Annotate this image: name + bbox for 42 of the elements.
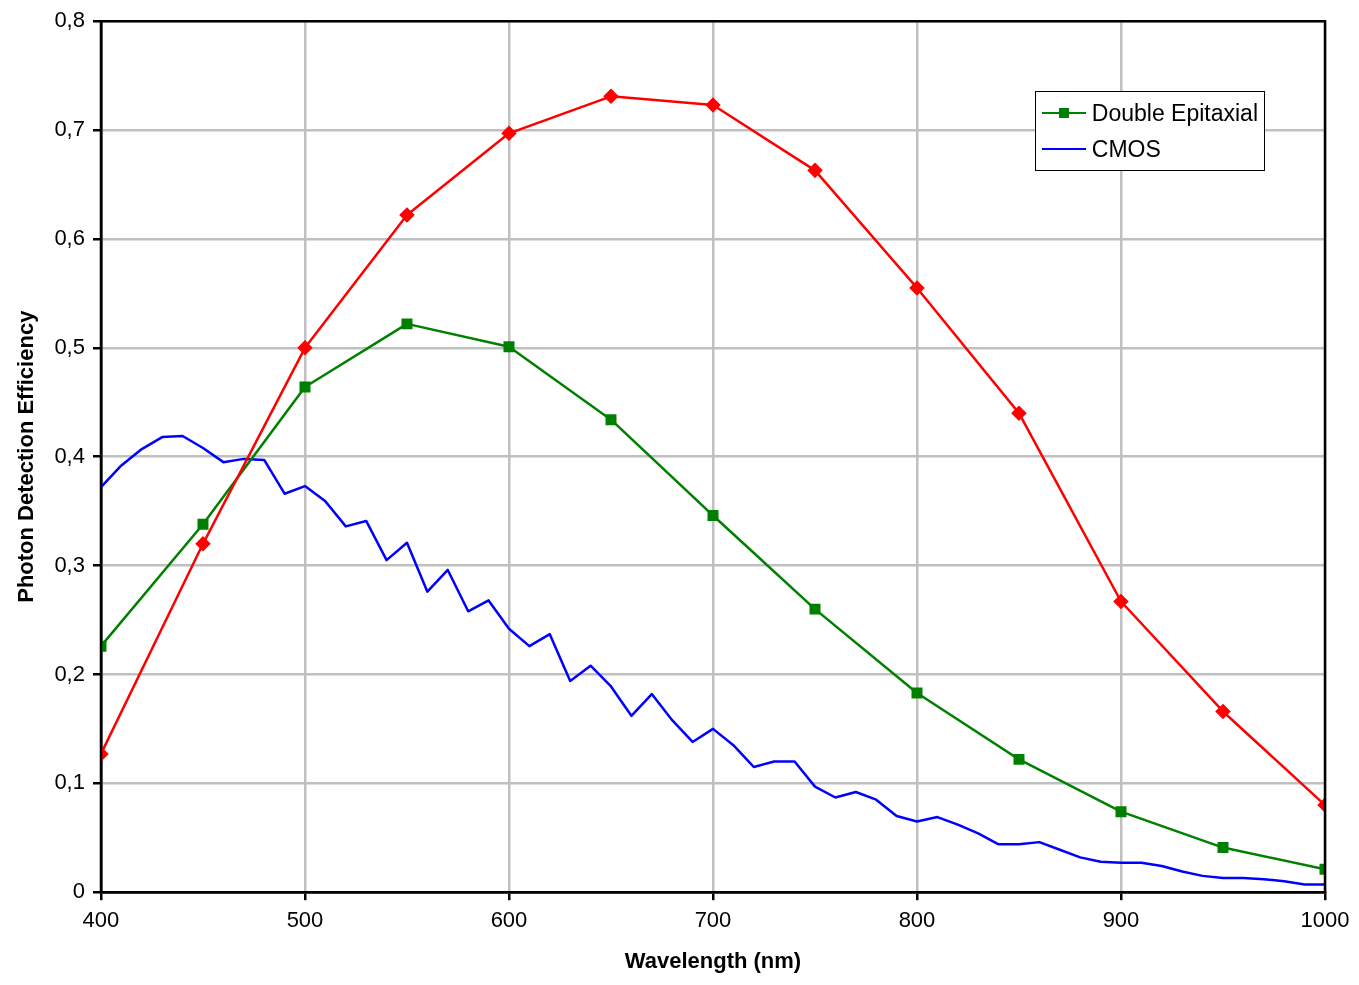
y-axis-title: Photon Detection Efficiency <box>13 309 39 603</box>
point <box>501 126 517 141</box>
y-tick-label: 0 <box>72 878 85 904</box>
point <box>297 340 313 356</box>
point <box>1113 594 1129 609</box>
point <box>909 280 925 296</box>
point <box>399 207 415 223</box>
y-tick-label: 0,8 <box>54 7 85 33</box>
point <box>1217 842 1229 854</box>
x-tick-label: 700 <box>694 907 732 933</box>
x-tick-label: 900 <box>1102 907 1140 933</box>
point <box>1013 753 1025 765</box>
point <box>1215 704 1231 719</box>
y-tick-label: 0,3 <box>54 551 85 577</box>
y-tick-label: 0,1 <box>54 769 85 795</box>
point <box>1011 405 1027 421</box>
point <box>707 510 719 521</box>
point <box>603 89 619 104</box>
point <box>197 518 209 530</box>
point <box>401 318 413 330</box>
point <box>809 603 821 615</box>
point <box>807 163 823 178</box>
point <box>299 381 311 393</box>
point <box>195 536 211 552</box>
point <box>605 414 617 426</box>
x-tick-label: 1000 <box>1300 907 1350 933</box>
y-tick-label: 0,6 <box>54 225 85 251</box>
x-tick-label: 400 <box>82 907 120 933</box>
y-tick-label: 0,7 <box>54 116 85 142</box>
legend-label: CMOS <box>1091 135 1161 163</box>
y-tick-label: 0,4 <box>54 442 85 468</box>
x-tick-label: 500 <box>286 907 324 933</box>
x-axis-title: Wavelength (nm) <box>624 947 802 973</box>
point <box>1115 806 1127 818</box>
legend-label: Double Epitaxial <box>1091 99 1258 127</box>
x-tick-label: 600 <box>490 907 528 933</box>
point <box>503 341 515 353</box>
y-tick-label: 0,2 <box>54 660 85 686</box>
y-tick-label: 0,5 <box>54 333 85 359</box>
x-tick-label: 800 <box>898 907 936 933</box>
point <box>705 97 721 113</box>
point <box>911 687 923 699</box>
